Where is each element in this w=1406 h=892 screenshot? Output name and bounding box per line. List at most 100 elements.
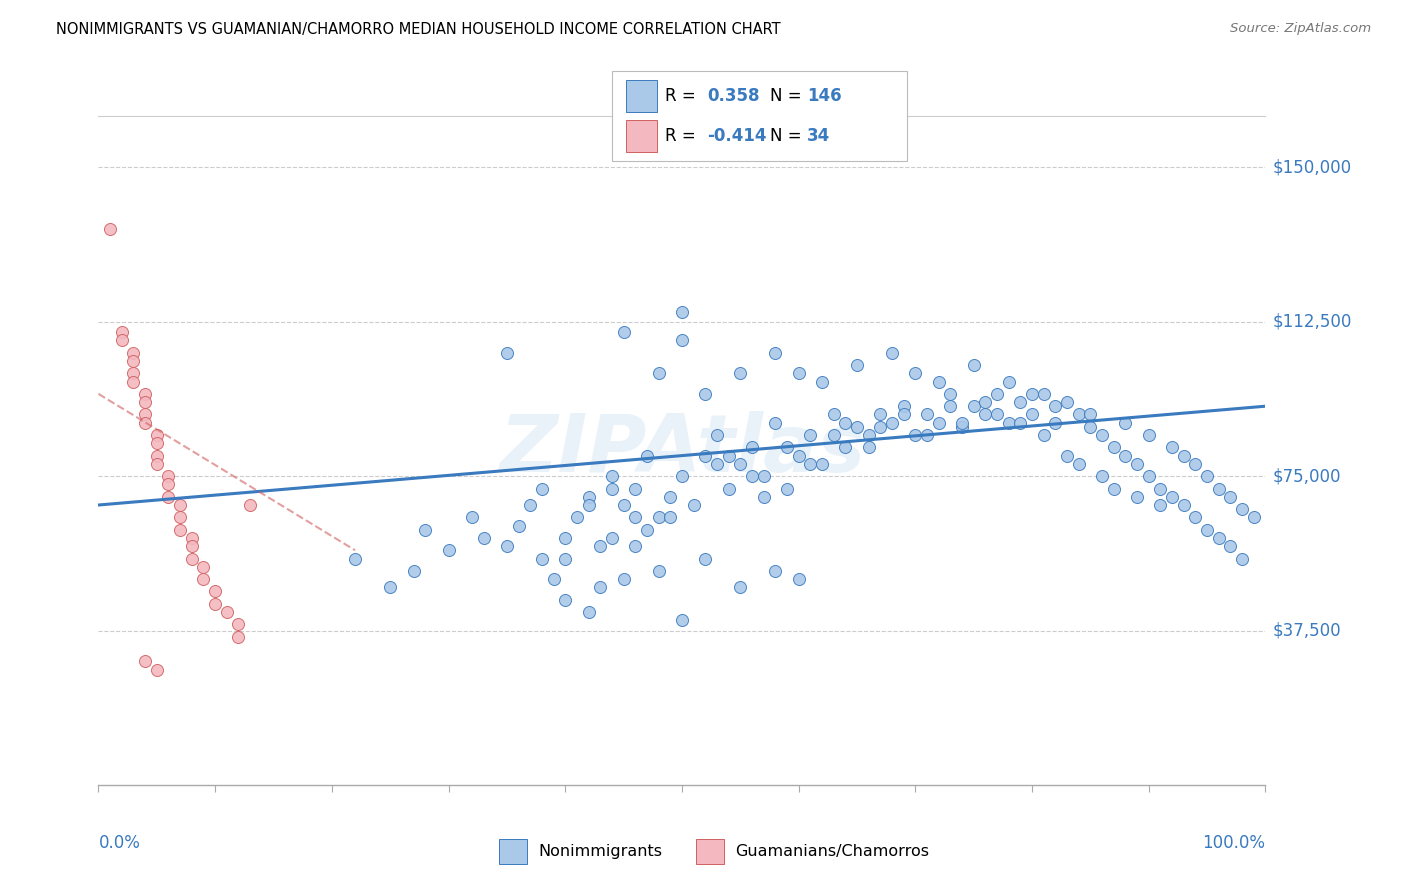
Text: ZIPAtlas: ZIPAtlas	[499, 411, 865, 490]
Point	[904, 428, 927, 442]
Text: 146: 146	[807, 87, 842, 105]
Point	[845, 419, 868, 434]
Point	[915, 408, 938, 422]
Point	[1032, 387, 1054, 401]
Point	[589, 539, 612, 553]
Point	[647, 564, 669, 578]
Point	[1102, 441, 1125, 455]
Point	[1114, 416, 1136, 430]
Text: 0.0%: 0.0%	[98, 834, 141, 852]
Point	[647, 510, 669, 524]
Text: R =: R =	[665, 127, 702, 145]
Point	[915, 428, 938, 442]
Point	[624, 539, 647, 553]
Point	[1219, 539, 1241, 553]
Point	[134, 387, 156, 401]
Point	[904, 366, 927, 380]
Text: N =: N =	[770, 127, 807, 145]
Point	[228, 617, 250, 632]
Point	[180, 539, 202, 553]
Point	[1161, 490, 1184, 504]
Point	[799, 457, 821, 471]
Point	[1208, 531, 1230, 545]
Point	[1067, 408, 1090, 422]
Point	[706, 457, 728, 471]
Point	[134, 395, 156, 409]
Point	[1243, 510, 1265, 524]
Point	[741, 469, 763, 483]
Point	[776, 482, 799, 496]
Point	[706, 428, 728, 442]
Point	[1137, 469, 1160, 483]
Text: N =: N =	[770, 87, 807, 105]
Point	[193, 572, 215, 586]
Point	[228, 630, 250, 644]
Point	[880, 345, 903, 359]
Point	[659, 490, 682, 504]
Point	[752, 469, 775, 483]
Point	[472, 531, 495, 545]
Point	[111, 325, 134, 339]
Point	[1195, 523, 1218, 537]
Point	[986, 408, 1008, 422]
Point	[508, 518, 530, 533]
Point	[671, 304, 693, 318]
Point	[752, 490, 775, 504]
Point	[624, 482, 647, 496]
Point	[763, 345, 786, 359]
Point	[659, 510, 682, 524]
Text: 100.0%: 100.0%	[1202, 834, 1265, 852]
Point	[157, 477, 180, 491]
Point	[239, 498, 262, 512]
Point	[1184, 510, 1206, 524]
Text: $37,500: $37,500	[1272, 622, 1341, 640]
Point	[1080, 408, 1102, 422]
Point	[1056, 395, 1078, 409]
Text: 0.358: 0.358	[707, 87, 759, 105]
Point	[787, 366, 810, 380]
Point	[1137, 428, 1160, 442]
Point	[1208, 482, 1230, 496]
Text: Nonimmigrants: Nonimmigrants	[538, 845, 662, 859]
Point	[1045, 416, 1067, 430]
Point	[169, 523, 191, 537]
Point	[763, 564, 786, 578]
Point	[1080, 419, 1102, 434]
Point	[647, 366, 669, 380]
Point	[1161, 441, 1184, 455]
Point	[741, 441, 763, 455]
Point	[565, 510, 588, 524]
Point	[1021, 387, 1043, 401]
Point	[495, 345, 517, 359]
Point	[682, 498, 704, 512]
Point	[578, 605, 600, 619]
Point	[893, 408, 915, 422]
Point	[811, 457, 834, 471]
Point	[717, 482, 740, 496]
Point	[554, 551, 576, 566]
Point	[624, 510, 647, 524]
Point	[612, 498, 634, 512]
Point	[134, 408, 156, 422]
Point	[122, 354, 145, 368]
Point	[204, 584, 226, 599]
Point	[1091, 469, 1114, 483]
Text: R =: R =	[665, 87, 702, 105]
Point	[834, 416, 856, 430]
Point	[495, 539, 517, 553]
Point	[600, 469, 623, 483]
Point	[962, 358, 984, 372]
Point	[671, 469, 693, 483]
Point	[845, 358, 868, 372]
Point	[671, 613, 693, 627]
Point	[1219, 490, 1241, 504]
Point	[111, 334, 134, 348]
Point	[519, 498, 541, 512]
Point	[157, 469, 180, 483]
Text: Guamanians/Chamorros: Guamanians/Chamorros	[735, 845, 929, 859]
Point	[1091, 428, 1114, 442]
Point	[858, 428, 880, 442]
Point	[787, 449, 810, 463]
Point	[215, 605, 238, 619]
Point	[997, 416, 1019, 430]
